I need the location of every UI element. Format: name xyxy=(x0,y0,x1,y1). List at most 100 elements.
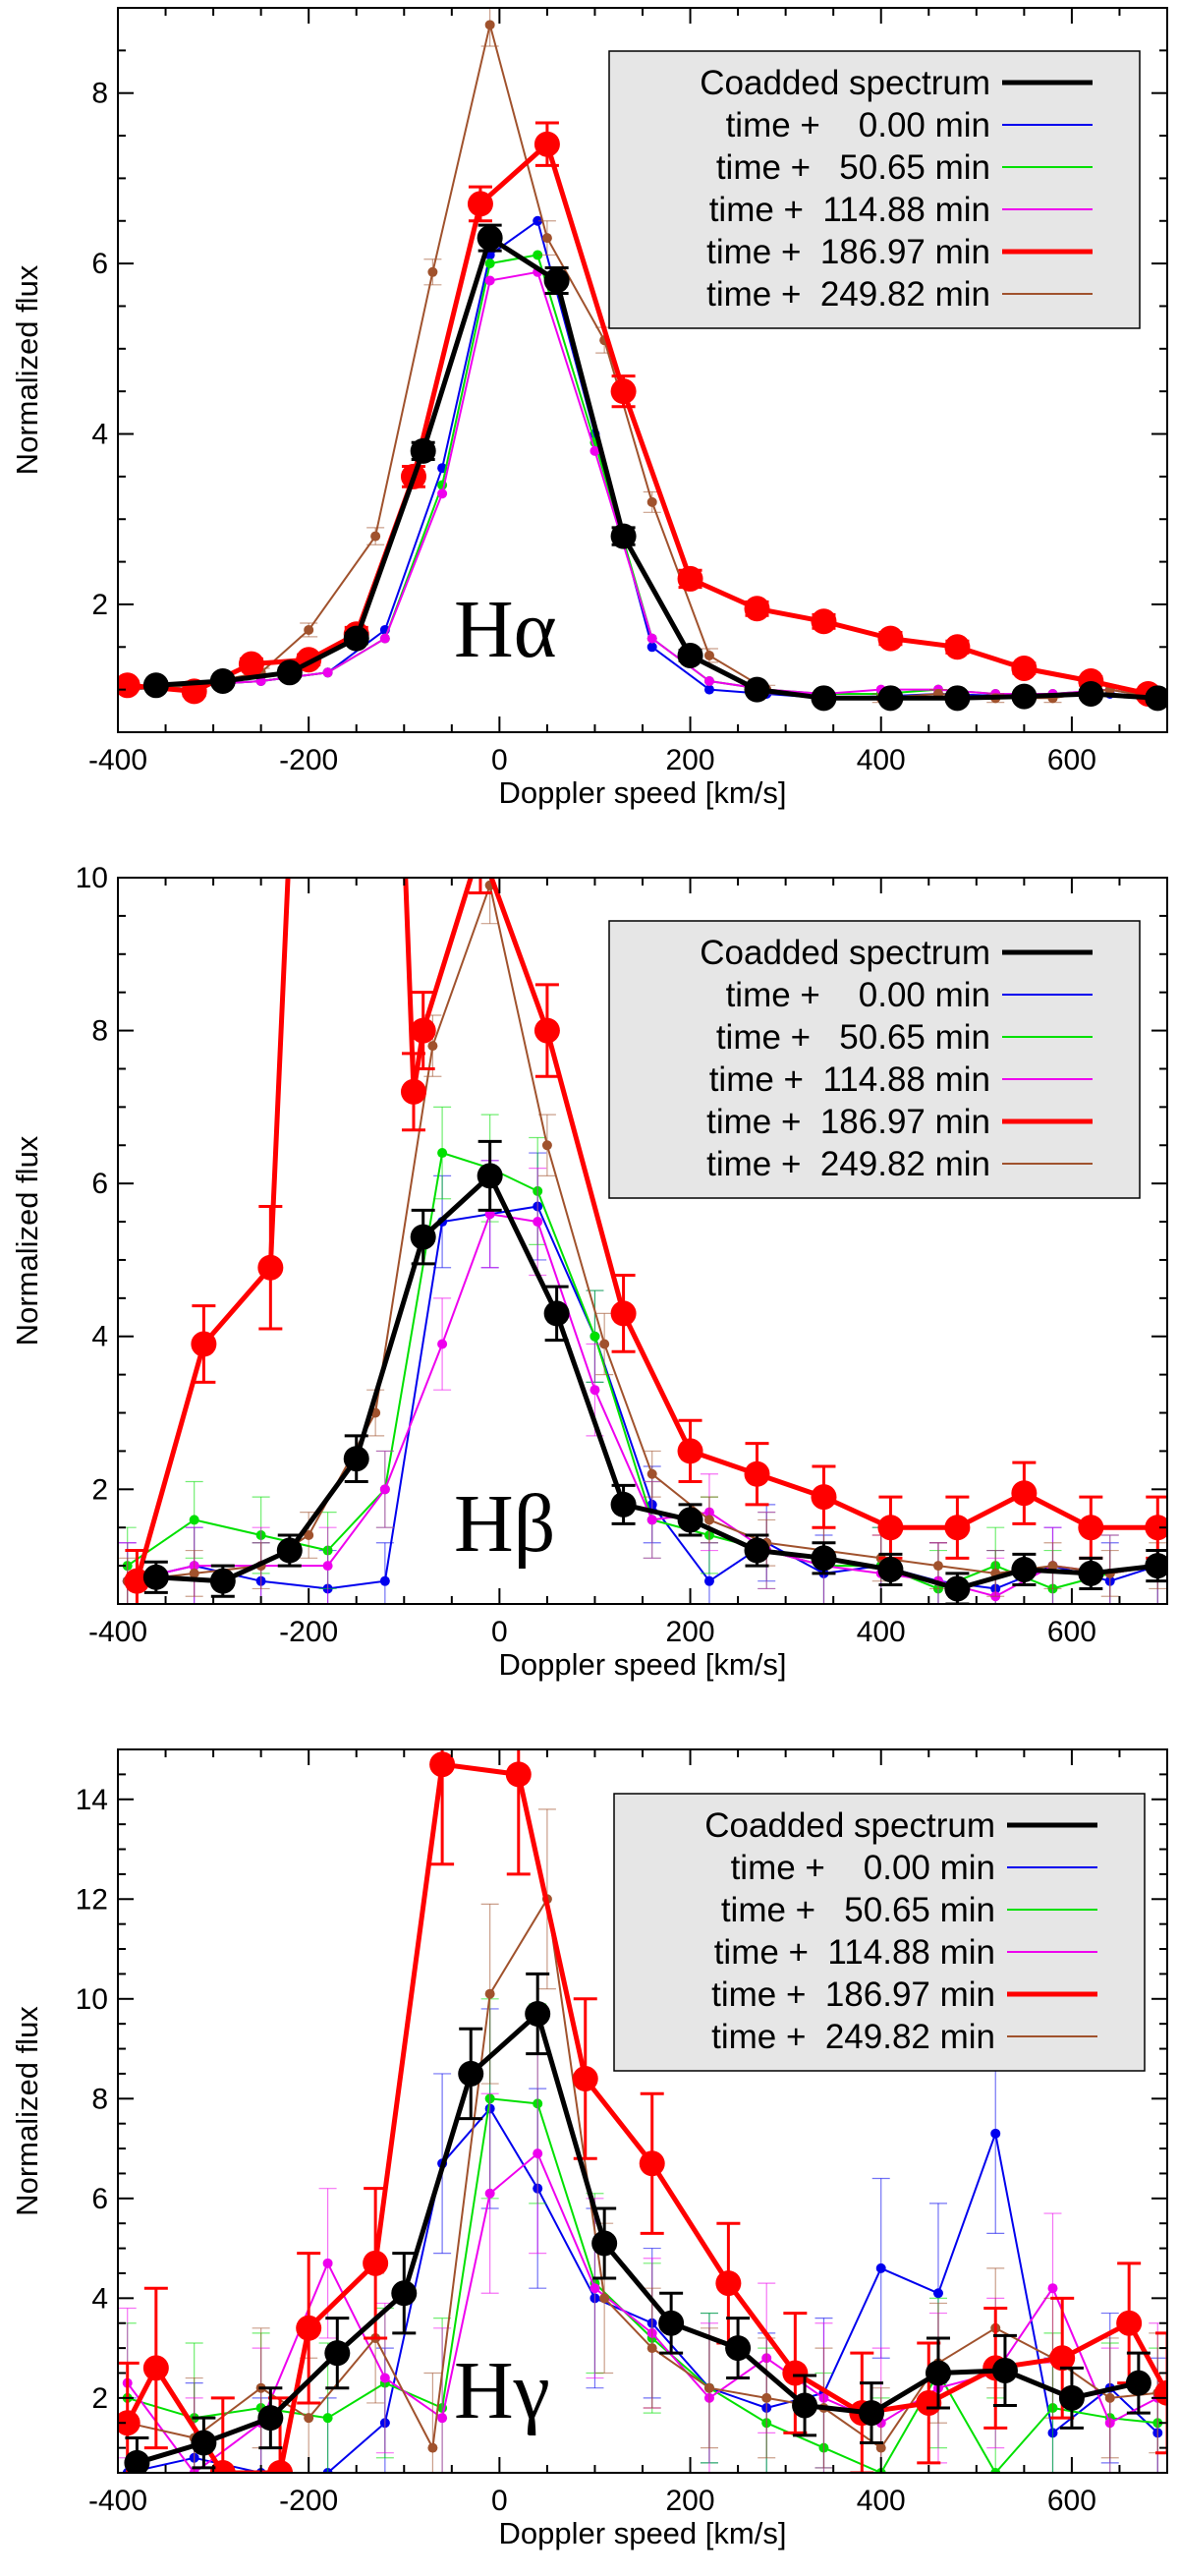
data-point xyxy=(543,267,570,294)
data-point xyxy=(875,2262,886,2273)
data-point xyxy=(304,2413,314,2424)
data-point xyxy=(1047,2283,1058,2294)
data-point xyxy=(410,437,436,464)
data-point xyxy=(437,1148,448,1159)
chart-panel-1: -400 -200 0 200 400 600 2 4 6 8 Doppler speed [km/… xyxy=(10,7,1168,810)
data-point xyxy=(379,1575,390,1586)
legend: Coadded spectrum time + 0.00 min time + 50… xyxy=(613,1793,1146,2072)
series-line xyxy=(127,270,1158,700)
x-tick-label: 200 xyxy=(666,2485,715,2517)
data-point xyxy=(703,1515,714,1525)
data-point xyxy=(1078,680,1104,707)
data-point xyxy=(610,1491,637,1517)
data-point xyxy=(703,650,714,660)
y-tick-label: 12 xyxy=(76,1883,108,1916)
legend-label: time + 186.97 min xyxy=(706,1103,990,1141)
data-point xyxy=(877,1556,904,1582)
data-point xyxy=(811,608,837,635)
plot-area xyxy=(118,8,1167,712)
y-tick-label: 4 xyxy=(91,2282,108,2315)
y-axis-title: Normalized flux xyxy=(10,1135,44,1345)
x-tick-label: -200 xyxy=(279,2485,338,2517)
legend-label: Coadded spectrum xyxy=(700,64,990,102)
series-time-114-88-min xyxy=(122,266,1163,704)
data-point xyxy=(677,565,703,592)
data-point xyxy=(124,2449,150,2473)
data-point xyxy=(429,1751,456,1778)
data-point xyxy=(400,1078,426,1105)
data-point xyxy=(944,1515,971,1541)
data-point xyxy=(610,523,637,549)
legend-box xyxy=(613,1793,1146,2072)
data-point xyxy=(1011,683,1038,710)
data-point xyxy=(238,651,264,677)
data-point xyxy=(703,684,714,695)
legend-label: time + 50.65 min xyxy=(716,1018,990,1057)
data-point xyxy=(118,2410,140,2436)
data-point xyxy=(467,191,493,217)
data-point xyxy=(877,625,904,652)
data-point xyxy=(322,667,333,678)
panel-label: Hγ xyxy=(454,2345,550,2436)
data-point xyxy=(591,2230,618,2257)
y-tick-label: 6 xyxy=(91,248,108,280)
data-point xyxy=(725,2335,752,2362)
data-point xyxy=(877,685,904,712)
data-point xyxy=(792,2392,818,2419)
data-point xyxy=(744,596,770,622)
data-point xyxy=(744,1460,770,1487)
series-time-186-97-min xyxy=(124,878,1167,1604)
data-point xyxy=(124,1568,150,1594)
data-point xyxy=(875,2442,886,2453)
x-axis-title: Doppler speed [km/s] xyxy=(499,1647,787,1682)
data-point xyxy=(703,2382,714,2393)
data-point xyxy=(209,667,236,694)
data-point xyxy=(1125,2370,1151,2396)
data-point xyxy=(533,2148,543,2159)
plot-area xyxy=(118,1749,1167,2473)
data-point xyxy=(646,642,657,653)
x-tick-label: 0 xyxy=(491,2485,508,2517)
legend-label: time + 114.88 min xyxy=(709,1060,990,1099)
y-tick-label: 10 xyxy=(76,862,108,894)
data-point xyxy=(646,1468,657,1479)
data-point xyxy=(437,2413,448,2424)
data-point xyxy=(1078,1560,1104,1586)
series-coadded-spectrum xyxy=(142,1139,1167,1604)
data-point xyxy=(599,2293,610,2304)
data-point xyxy=(458,2060,484,2087)
x-axis-title: Doppler speed [km/s] xyxy=(499,2516,787,2550)
legend-label: time + 50.65 min xyxy=(716,148,990,187)
legend-box xyxy=(608,50,1141,329)
data-point xyxy=(118,672,140,699)
data-point xyxy=(484,275,495,286)
x-tick-label: 0 xyxy=(491,1616,508,1648)
data-point xyxy=(1078,1515,1104,1541)
series-line xyxy=(155,235,1158,701)
data-point xyxy=(533,1217,543,1228)
data-point xyxy=(658,2310,685,2336)
y-tick-label: 8 xyxy=(91,78,108,110)
x-tick-label: 200 xyxy=(666,1616,715,1648)
data-point xyxy=(322,2258,333,2268)
legend-label: time + 50.65 min xyxy=(721,1891,995,1929)
data-point xyxy=(925,2360,951,2386)
data-point xyxy=(590,2283,600,2294)
y-tick-label: 10 xyxy=(76,1983,108,2016)
data-point xyxy=(677,1507,703,1533)
x-tick-label: 400 xyxy=(857,2485,906,2517)
legend-label: time + 249.82 min xyxy=(706,275,990,314)
y-tick-label: 4 xyxy=(91,419,108,451)
y-tick-label: 2 xyxy=(91,2382,108,2415)
legend-label: Coadded spectrum xyxy=(700,934,990,972)
data-point xyxy=(257,2405,284,2432)
legend: Coadded spectrum time + 0.00 min time + 50… xyxy=(608,920,1141,1199)
data-point xyxy=(267,2460,294,2473)
data-point xyxy=(1145,1553,1167,1579)
data-point xyxy=(990,2468,1001,2473)
data-point xyxy=(991,2357,1018,2383)
data-point xyxy=(322,2413,333,2424)
data-point xyxy=(610,378,637,405)
data-point xyxy=(363,2250,389,2276)
data-point xyxy=(944,634,971,660)
